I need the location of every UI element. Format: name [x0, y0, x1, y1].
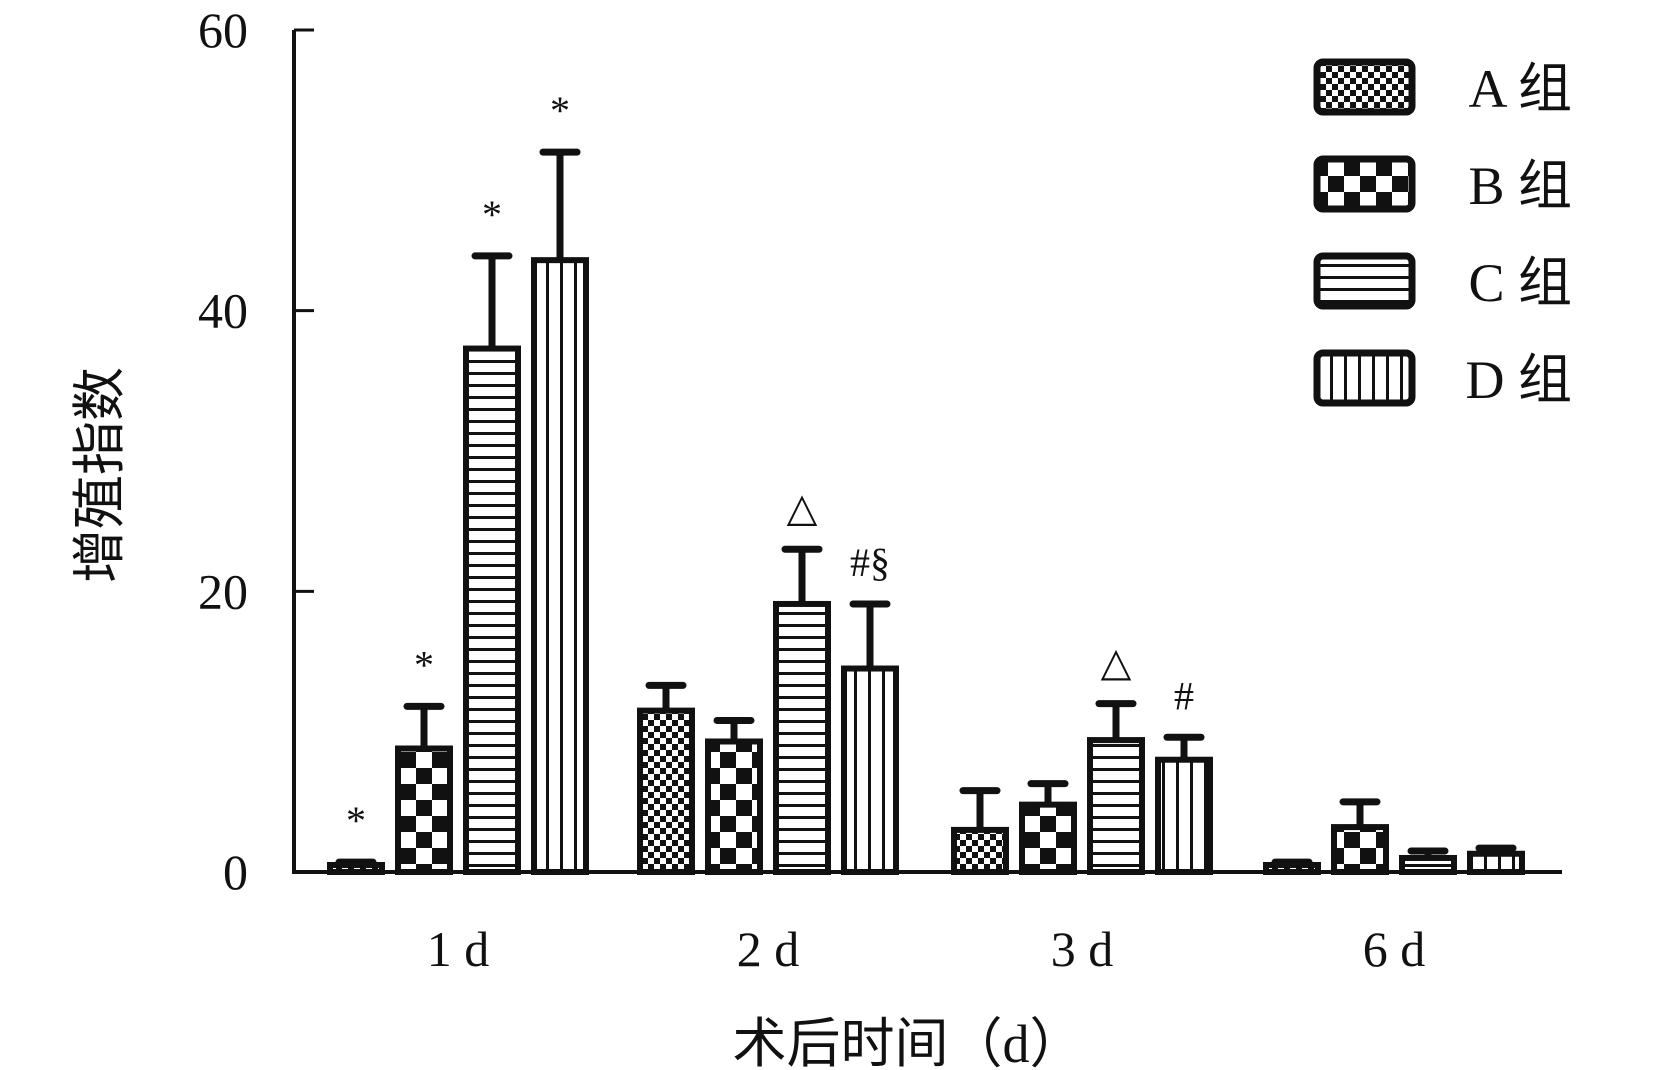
significance-marker: * [550, 88, 570, 133]
bar [463, 345, 521, 876]
bar [1155, 756, 1213, 876]
y-axis-title: 增殖指数 [70, 367, 130, 583]
category-label: 1 d [427, 921, 490, 977]
legend-swatch [1313, 349, 1416, 407]
bar [1399, 854, 1457, 876]
bar [951, 826, 1009, 876]
bar [327, 861, 385, 876]
legend-swatch [1313, 155, 1416, 213]
bar [1263, 861, 1321, 876]
y-tick-label: 40 [198, 283, 248, 339]
legend: A 组 B 组 C 组 D 组 [1313, 58, 1573, 410]
legend-swatch [1313, 252, 1416, 310]
bar [1087, 737, 1145, 875]
significance-marker: * [414, 642, 434, 687]
x-axis-title: 术后时间（d） [733, 1014, 1084, 1070]
category-label: 2 d [737, 921, 800, 977]
bars: * * * * △ #§ △ # [327, 88, 1525, 876]
legend-swatch [1313, 58, 1416, 116]
category-label: 6 d [1363, 921, 1426, 977]
significance-marker: #§ [850, 540, 890, 585]
bar [395, 745, 453, 875]
y-ticks: 0 20 40 60 [198, 2, 314, 900]
significance-marker: * [482, 192, 502, 237]
legend-label: B 组 [1468, 156, 1572, 216]
bar [773, 600, 831, 875]
y-tick-label: 20 [198, 563, 248, 619]
bar [705, 738, 763, 875]
bar [1331, 824, 1389, 875]
legend-label: C 组 [1468, 253, 1572, 313]
bar [841, 665, 899, 875]
bar [637, 707, 695, 875]
bar [531, 257, 589, 875]
y-tick-label: 60 [198, 2, 248, 58]
y-tick-label: 0 [223, 844, 248, 900]
significance-marker: △ [1101, 640, 1132, 685]
bar [1467, 850, 1525, 875]
legend-label: D 组 [1466, 350, 1573, 410]
significance-marker: # [1174, 673, 1194, 718]
category-labels: 1 d 2 d 3 d 6 d [427, 921, 1426, 977]
significance-marker: △ [787, 485, 818, 530]
category-label: 3 d [1051, 921, 1114, 977]
bar [1019, 801, 1077, 876]
legend-label: A 组 [1468, 59, 1572, 119]
significance-marker: * [346, 798, 366, 843]
